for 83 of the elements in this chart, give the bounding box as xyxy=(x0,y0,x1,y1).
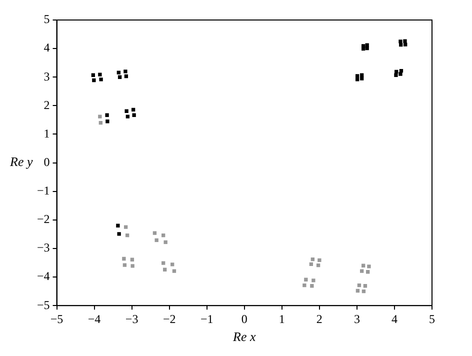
point xyxy=(124,109,128,113)
point xyxy=(98,120,103,125)
point xyxy=(105,113,109,117)
point xyxy=(360,269,364,273)
x-tick-label: −3 xyxy=(125,312,138,326)
point xyxy=(394,70,398,74)
point xyxy=(122,263,127,267)
point xyxy=(118,75,122,79)
point xyxy=(172,269,176,273)
point xyxy=(399,43,403,47)
y-tick-label: −1 xyxy=(36,184,50,198)
point xyxy=(302,283,306,288)
y-tick-label: 5 xyxy=(44,12,50,26)
y-tick-label: −5 xyxy=(36,298,50,312)
point xyxy=(304,278,308,282)
point xyxy=(316,263,320,268)
point xyxy=(363,284,368,288)
x-tick-label: −2 xyxy=(162,312,176,326)
point xyxy=(362,289,366,294)
x-tick-label: 0 xyxy=(241,312,248,326)
point xyxy=(394,73,398,77)
point xyxy=(162,268,167,272)
x-tick-label: 5 xyxy=(429,312,435,326)
x-tick-label: −4 xyxy=(88,312,101,326)
point xyxy=(170,262,174,266)
y-tick-label: −3 xyxy=(36,240,50,255)
point xyxy=(164,240,168,244)
y-tick-label: 0 xyxy=(44,154,50,169)
point xyxy=(310,284,314,288)
y-tick-label: 2 xyxy=(44,98,50,112)
point xyxy=(360,76,364,80)
point xyxy=(398,72,402,76)
point xyxy=(310,257,315,262)
point xyxy=(356,288,360,293)
point xyxy=(398,40,402,44)
point xyxy=(355,78,360,82)
point xyxy=(131,108,136,112)
point xyxy=(91,73,96,77)
point xyxy=(366,270,370,274)
point xyxy=(404,42,408,46)
point xyxy=(124,74,128,78)
point xyxy=(361,47,366,51)
point xyxy=(361,264,366,268)
x-tick-label: 3 xyxy=(354,312,360,326)
point xyxy=(98,72,102,76)
point xyxy=(355,74,360,78)
point xyxy=(403,39,407,43)
point xyxy=(125,234,130,238)
point xyxy=(122,256,126,261)
y-tick-label: 3 xyxy=(44,69,50,84)
point xyxy=(106,120,110,124)
point xyxy=(130,264,134,268)
point xyxy=(357,283,362,288)
point xyxy=(161,261,166,265)
point xyxy=(161,234,166,238)
point xyxy=(117,232,121,236)
y-tick-label: −4 xyxy=(36,269,50,284)
point xyxy=(124,70,128,74)
y-tick-label: −2 xyxy=(36,212,50,226)
x-axis-title: Re x xyxy=(232,329,256,344)
y-tick-label: 1 xyxy=(44,126,50,140)
x-tick-label: −1 xyxy=(200,312,214,326)
x-tick-label: 4 xyxy=(391,312,398,326)
point xyxy=(312,278,316,282)
point xyxy=(154,238,158,242)
point xyxy=(92,78,96,82)
point xyxy=(152,231,157,235)
point xyxy=(367,264,371,268)
point xyxy=(132,113,136,117)
point xyxy=(309,262,314,266)
point xyxy=(365,46,369,50)
x-tick-label: 2 xyxy=(316,312,322,326)
point xyxy=(124,225,128,229)
y-tick-label: 4 xyxy=(44,40,50,55)
point xyxy=(98,114,102,118)
y-axis-title: Re y xyxy=(9,154,33,170)
point xyxy=(116,70,121,74)
x-tick-label: 1 xyxy=(278,312,285,326)
point xyxy=(99,78,103,82)
point xyxy=(126,114,130,118)
point xyxy=(130,258,134,262)
point xyxy=(116,224,120,228)
point xyxy=(318,258,322,262)
